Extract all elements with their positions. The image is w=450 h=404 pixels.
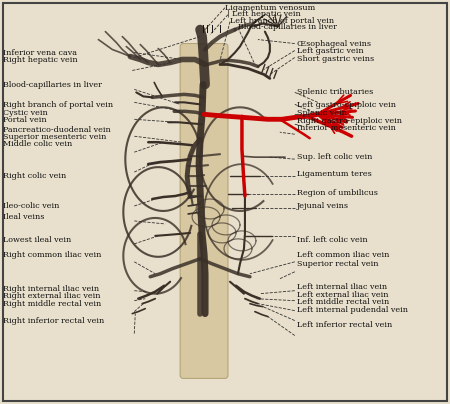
Text: Right gastro-epiploic vein: Right gastro-epiploic vein [297, 117, 402, 125]
Text: Superior rectal vein: Superior rectal vein [297, 260, 378, 267]
Text: Superior mesenteric vein: Superior mesenteric vein [3, 133, 106, 141]
Text: Jejunal veins: Jejunal veins [297, 202, 349, 210]
Text: Portal vein: Portal vein [3, 116, 46, 124]
Text: Right external iliac vein: Right external iliac vein [3, 292, 100, 300]
Text: Inf. left colic vein: Inf. left colic vein [297, 236, 367, 244]
Text: Region of umbilicus: Region of umbilicus [297, 189, 378, 197]
Text: Left common iliac vein: Left common iliac vein [297, 251, 389, 259]
Text: Right colic vein: Right colic vein [3, 172, 66, 180]
Text: Cystic vein: Cystic vein [3, 109, 48, 118]
Text: Inferior vena cava: Inferior vena cava [3, 49, 77, 57]
Text: Right internal iliac vein: Right internal iliac vein [3, 284, 99, 292]
Text: Ligamentum venosum: Ligamentum venosum [225, 4, 315, 12]
Text: Lowest ileal vein: Lowest ileal vein [3, 236, 71, 244]
Text: Œsophageal veins: Œsophageal veins [297, 40, 371, 48]
Text: Right inferior rectal vein: Right inferior rectal vein [3, 317, 104, 325]
Text: Ileo-colic vein: Ileo-colic vein [3, 202, 59, 210]
Text: Ligamentum teres: Ligamentum teres [297, 170, 372, 178]
Text: Pancreatico-duodenal vein: Pancreatico-duodenal vein [3, 126, 111, 134]
Text: Inferior mesenteric vein: Inferior mesenteric vein [297, 124, 396, 133]
Text: Splenic vein: Splenic vein [297, 109, 346, 118]
Text: Left internal pudendal vein: Left internal pudendal vein [297, 306, 408, 314]
Text: Right common iliac vein: Right common iliac vein [3, 251, 101, 259]
FancyBboxPatch shape [180, 44, 228, 379]
Text: Left internal iliac vein: Left internal iliac vein [297, 282, 387, 290]
Text: Splenic tributaries: Splenic tributaries [297, 88, 373, 97]
Text: Left gastro-epiploic vein: Left gastro-epiploic vein [297, 101, 396, 109]
Text: Left branch of portal vein: Left branch of portal vein [230, 17, 334, 25]
Text: Left gastric vein: Left gastric vein [297, 47, 364, 55]
Text: Blood-capillaries in liver: Blood-capillaries in liver [3, 81, 102, 89]
Text: Left inferior rectal vein: Left inferior rectal vein [297, 321, 392, 329]
Text: Middle colic vein: Middle colic vein [3, 141, 72, 148]
Text: Ileal veins: Ileal veins [3, 213, 44, 221]
Text: Right middle rectal vein: Right middle rectal vein [3, 300, 101, 308]
Text: Blood-capillaries in liver: Blood-capillaries in liver [238, 23, 338, 31]
Text: Right branch of portal vein: Right branch of portal vein [3, 101, 113, 109]
Text: Right hepatic vein: Right hepatic vein [3, 56, 77, 64]
Text: Short gastric veins: Short gastric veins [297, 55, 374, 63]
Text: Left middle rectal vein: Left middle rectal vein [297, 298, 389, 306]
Text: Sup. left colic vein: Sup. left colic vein [297, 153, 372, 161]
Text: | Left hepatic vein: | Left hepatic vein [227, 11, 301, 19]
Text: Left external iliac vein: Left external iliac vein [297, 290, 388, 299]
